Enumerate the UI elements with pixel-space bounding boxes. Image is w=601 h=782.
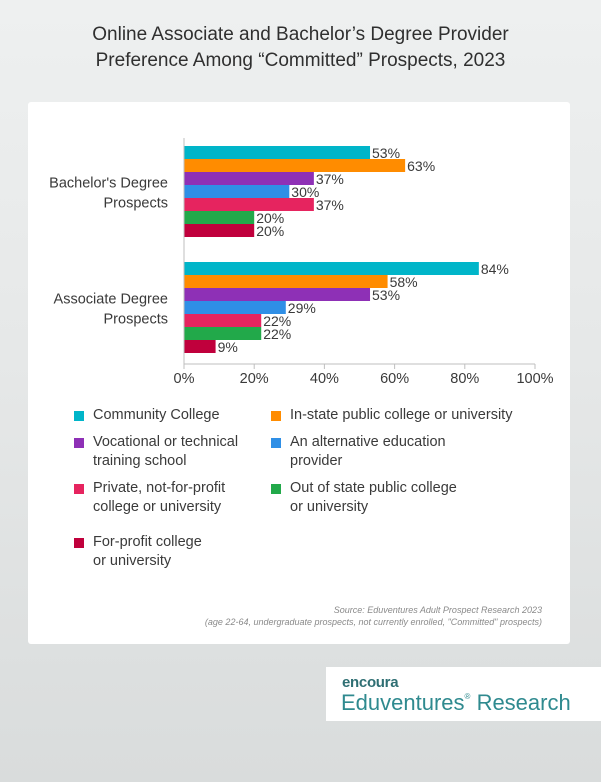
source-note: Source: Eduventures Adult Prospect Resea… (205, 604, 542, 628)
legend-label: Out of state public college or universit… (290, 480, 457, 515)
x-tick-label: 40% (310, 371, 339, 387)
bar (184, 314, 262, 327)
legend-swatch (74, 438, 84, 448)
legend-swatch (271, 438, 281, 448)
legend-item: An alternative education provider (271, 433, 446, 471)
data-label: 37% (316, 197, 344, 213)
bar (184, 146, 371, 159)
legend-item: Private, not-for-profit college or unive… (74, 479, 225, 517)
chart-title: Online Associate and Bachelor’s Degree P… (0, 22, 601, 74)
bar (184, 224, 255, 237)
x-tick-label: 80% (450, 371, 479, 387)
legend-label: Vocational or technical training school (93, 434, 239, 469)
data-label: 29% (288, 300, 316, 316)
bar (184, 198, 314, 211)
data-label: 30% (291, 184, 319, 200)
legend-swatch (271, 484, 281, 494)
data-label: 22% (263, 326, 291, 342)
category-label: Associate Degree (54, 292, 168, 308)
legend-label: Private, not-for-profit college or unive… (93, 480, 226, 515)
bar-chart: 53%63%37%30%37%20%20%Bachelor's DegreePr… (49, 138, 554, 387)
bar (184, 159, 406, 172)
chart-legend: Community College In-state public college… (28, 102, 570, 644)
legend-label: An alternative education provider (290, 434, 446, 469)
bar (184, 288, 371, 301)
data-label: 9% (218, 339, 238, 355)
data-label: 58% (390, 274, 418, 290)
x-tick-label: 20% (240, 371, 269, 387)
eduventures-logo: encoura Eduventures® Research (326, 667, 601, 721)
chart-card: 53% 63% 37% 30% 37% 20% 20% Bachelor's Degree Pr… (28, 102, 570, 644)
legend-label: Community College (93, 407, 220, 423)
bar (184, 211, 255, 224)
data-label: 37% (316, 171, 344, 187)
bar (184, 301, 286, 314)
source-line2: (age 22-64, undergraduate prospects, not… (204, 617, 542, 627)
chart-title-line1: Online Associate and Bachelor’s Degree P… (92, 24, 509, 45)
chart-title-line2: Preference Among “Committed” Prospects, … (95, 50, 506, 71)
legend-item: In-state public college or university (271, 406, 512, 425)
legend-swatch (74, 411, 84, 421)
x-tick-label: 100% (516, 371, 553, 387)
bar (184, 327, 262, 340)
legend-item: Community College (74, 406, 220, 425)
bar (184, 275, 388, 288)
data-label: 20% (256, 210, 284, 226)
legend-label: In-state public college or university (290, 407, 513, 423)
data-label: 22% (263, 313, 291, 329)
legend-swatch (74, 484, 84, 494)
logo-name: Eduventures (341, 690, 465, 715)
bar (184, 262, 479, 275)
legend-swatch (271, 411, 281, 421)
legend-swatch (74, 538, 84, 548)
data-label: 53% (372, 287, 400, 303)
eduventures-research-wordmark: Eduventures® Research (341, 690, 571, 715)
category-label: Prospects (104, 196, 168, 212)
legend-item: For-profit college or university (74, 533, 202, 571)
x-tick-label: 0% (174, 371, 195, 387)
category-label: Bachelor's Degree (49, 176, 168, 192)
data-label: 84% (481, 261, 509, 277)
encoura-wordmark: encoura (342, 674, 399, 691)
legend-label: For-profit college or university (93, 534, 202, 569)
bar (184, 185, 290, 198)
legend-item: Vocational or technical training school (74, 433, 238, 471)
data-label: 53% (372, 145, 400, 161)
data-label: 63% (407, 158, 435, 174)
legend-item: Out of state public college or universit… (271, 479, 457, 517)
x-tick-label: 60% (380, 371, 409, 387)
bar (184, 172, 314, 185)
category-label: Prospects (104, 312, 168, 328)
logo-suffix: Research (476, 690, 571, 715)
data-label: 20% (256, 223, 284, 239)
source-line1: Source: Eduventures Adult Prospect Resea… (333, 605, 542, 615)
bar (184, 340, 216, 353)
